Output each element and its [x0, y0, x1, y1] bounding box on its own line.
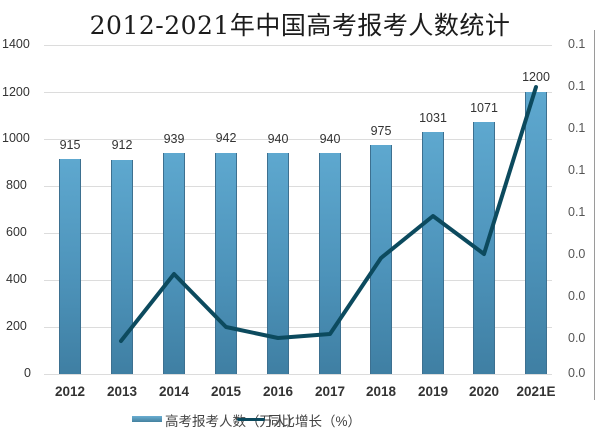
left-axis-tick: 1200 [2, 85, 30, 99]
left-axis-tick: 800 [6, 178, 27, 192]
x-axis-label: 2021E [516, 384, 556, 399]
x-axis-label: 2017 [314, 384, 346, 399]
right-axis-tick: 0.1 [568, 121, 586, 135]
x-axis-label: 2020 [468, 384, 500, 399]
bar-value-label: 912 [111, 138, 133, 152]
left-axis-tick: 200 [6, 319, 27, 333]
left-axis-tick: 1400 [2, 37, 30, 51]
gridline [44, 374, 552, 375]
gridline [44, 233, 552, 234]
right-axis-tick: 0.1 [568, 163, 586, 177]
bar-2012 [59, 159, 81, 374]
bar-2021e [525, 92, 547, 374]
bar-2017 [319, 153, 341, 374]
x-axis-label: 2019 [417, 384, 449, 399]
x-axis-label: 2012 [54, 384, 86, 399]
left-axis-tick: 400 [6, 272, 27, 286]
bar-value-label: 939 [163, 132, 185, 146]
right-axis-tick: 0.1 [568, 205, 586, 219]
gridline [44, 327, 552, 328]
bar-value-label: 1031 [419, 111, 447, 125]
bar-value-label: 1200 [522, 70, 550, 84]
gridline [44, 92, 552, 93]
x-axis-label: 2018 [365, 384, 397, 399]
right-axis-tick: 0.0 [568, 247, 586, 261]
x-axis-label: 2016 [262, 384, 294, 399]
right-axis-tick: 0.1 [568, 79, 586, 93]
bar-value-label: 1071 [470, 101, 498, 115]
gridline [44, 139, 552, 140]
left-axis-tick: 0 [24, 366, 31, 380]
gridline [44, 186, 552, 187]
right-axis-tick: 0.0 [568, 331, 586, 345]
bar-2013 [111, 160, 133, 374]
x-axis-label: 2013 [106, 384, 138, 399]
x-axis-label: 2015 [210, 384, 242, 399]
right-axis-tick: 0.0 [568, 289, 586, 303]
right-axis-tick: 0.1 [568, 37, 586, 51]
left-axis-tick: 1000 [2, 131, 30, 145]
legend-bar-label: 高考报考人数（万人） [165, 414, 300, 429]
bar-value-label: 942 [215, 131, 237, 145]
legend-line-label: 同比增长（%） [268, 414, 362, 429]
bar-2019 [422, 132, 444, 374]
left-axis-tick: 600 [6, 225, 27, 239]
bar-value-label: 915 [59, 138, 81, 152]
gridline [44, 45, 552, 46]
legend: 高考报考人数（万人） 同比增长（%） [0, 409, 600, 429]
bar-2016 [267, 153, 289, 374]
gridline [44, 280, 552, 281]
bar-2014 [163, 153, 185, 374]
right-border [594, 30, 595, 400]
chart-title: 2012-2021年中国高考报考人数统计 [89, 11, 511, 40]
legend-bar-swatch [132, 416, 162, 422]
legend-line-swatch [237, 418, 265, 421]
bar-value-label: 940 [319, 132, 341, 146]
bar-value-label: 975 [370, 124, 392, 138]
x-axis-label: 2014 [158, 384, 190, 399]
right-axis-tick: 0.0 [568, 366, 586, 380]
bar-value-label: 940 [267, 132, 289, 146]
